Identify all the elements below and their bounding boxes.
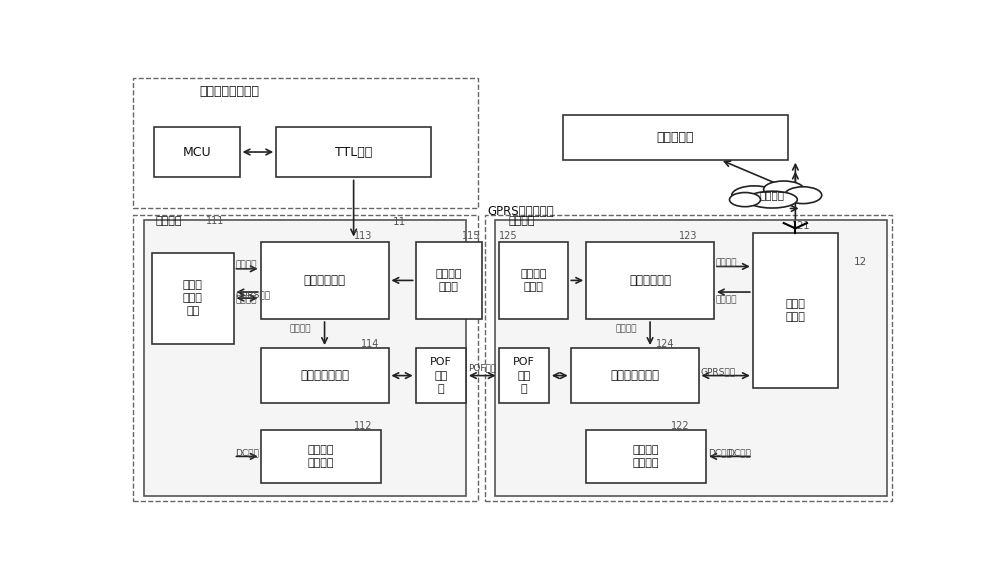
Bar bbox=[499, 348, 549, 403]
Bar bbox=[261, 348, 388, 403]
Text: 远端装置: 远端装置 bbox=[509, 216, 535, 226]
Text: 无线网络: 无线网络 bbox=[760, 190, 785, 200]
Text: 信号报文: 信号报文 bbox=[615, 325, 637, 333]
Text: 远端主控模块: 远端主控模块 bbox=[629, 274, 671, 287]
Text: GPRS数据: GPRS数据 bbox=[700, 367, 735, 377]
Ellipse shape bbox=[732, 186, 777, 205]
Text: 状态信号: 状态信号 bbox=[716, 258, 737, 267]
Text: 用电信息采集终端: 用电信息采集终端 bbox=[200, 85, 260, 98]
Bar bbox=[485, 215, 892, 501]
Text: GPRS信号延长器: GPRS信号延长器 bbox=[488, 205, 554, 218]
Text: 125: 125 bbox=[499, 231, 517, 241]
Text: 控制信号: 控制信号 bbox=[236, 260, 257, 270]
Bar bbox=[499, 242, 568, 319]
Text: 12: 12 bbox=[854, 256, 867, 267]
Bar bbox=[261, 242, 388, 319]
Text: TTL串口: TTL串口 bbox=[335, 145, 372, 159]
Text: DC电源: DC电源 bbox=[235, 449, 259, 458]
Text: 无线通
信模块: 无线通 信模块 bbox=[785, 298, 805, 322]
Text: 111: 111 bbox=[206, 216, 225, 226]
Bar bbox=[276, 126, 431, 178]
Text: 113: 113 bbox=[354, 231, 372, 241]
Text: 近端电源
管理模块: 近端电源 管理模块 bbox=[307, 445, 334, 468]
Text: 信号报文: 信号报文 bbox=[290, 325, 311, 333]
Text: GPRS数据: GPRS数据 bbox=[236, 290, 271, 300]
Text: 远端电源
管理模块: 远端电源 管理模块 bbox=[633, 445, 659, 468]
Text: 控制信号: 控制信号 bbox=[716, 296, 737, 305]
Bar bbox=[261, 430, 381, 483]
Bar bbox=[753, 233, 838, 388]
Bar bbox=[563, 116, 788, 160]
Text: 第二光电转换器: 第二光电转换器 bbox=[610, 369, 659, 382]
Text: 124: 124 bbox=[656, 339, 674, 350]
Text: 第一光电转换器: 第一光电转换器 bbox=[300, 369, 349, 382]
Bar bbox=[586, 242, 714, 319]
Bar bbox=[133, 215, 478, 501]
Text: DC电源: DC电源 bbox=[727, 449, 751, 458]
Bar bbox=[133, 78, 478, 209]
Bar bbox=[586, 430, 706, 483]
Ellipse shape bbox=[785, 187, 822, 204]
Bar bbox=[416, 242, 482, 319]
Ellipse shape bbox=[730, 193, 761, 206]
Bar bbox=[416, 348, 466, 403]
Text: 112: 112 bbox=[354, 421, 372, 431]
Text: 11: 11 bbox=[392, 217, 406, 227]
Text: POF
光接
口: POF 光接 口 bbox=[430, 358, 452, 394]
Text: POF
光接
口: POF 光接 口 bbox=[513, 358, 535, 394]
Text: MCU: MCU bbox=[183, 145, 211, 159]
Bar bbox=[144, 220, 466, 496]
Text: 上行服务器: 上行服务器 bbox=[656, 131, 694, 144]
Bar bbox=[152, 253, 234, 343]
Ellipse shape bbox=[747, 191, 797, 208]
Ellipse shape bbox=[764, 181, 804, 198]
Text: 115: 115 bbox=[462, 231, 481, 241]
Text: 121: 121 bbox=[792, 221, 810, 231]
Text: 123: 123 bbox=[679, 231, 698, 241]
Bar bbox=[571, 348, 698, 403]
Text: 122: 122 bbox=[671, 421, 690, 431]
Text: 状态信号: 状态信号 bbox=[236, 296, 257, 305]
Text: 近端看门
狗模块: 近端看门 狗模块 bbox=[520, 269, 547, 292]
Text: 近端主控模块: 近端主控模块 bbox=[304, 274, 346, 287]
Text: 114: 114 bbox=[361, 339, 380, 350]
Bar bbox=[154, 126, 240, 178]
Bar bbox=[495, 220, 887, 496]
Text: DC电源: DC电源 bbox=[708, 449, 732, 458]
Text: 近端看门
狗模块: 近端看门 狗模块 bbox=[435, 269, 462, 292]
Text: 本地通
信模块
接口: 本地通 信模块 接口 bbox=[183, 280, 203, 316]
Text: 近端装置: 近端装置 bbox=[156, 216, 182, 226]
Text: POF光缆: POF光缆 bbox=[468, 363, 496, 372]
